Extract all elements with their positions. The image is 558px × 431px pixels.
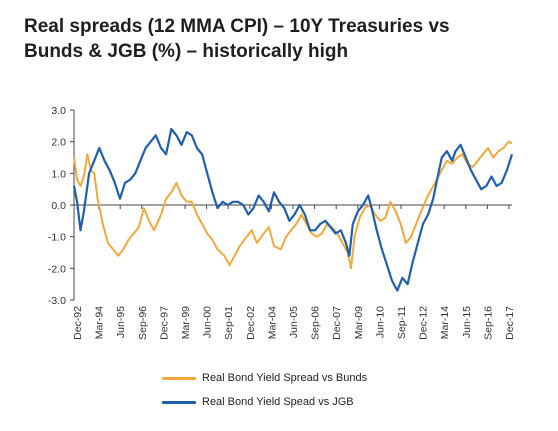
y-tick-label: 1.0 bbox=[51, 168, 66, 180]
series-line-jgb bbox=[72, 127, 514, 292]
x-tick-label: Dec-02 bbox=[245, 306, 257, 340]
x-tick-label: Jun-05 bbox=[288, 306, 300, 338]
y-tick-label: -2.0 bbox=[48, 263, 66, 275]
x-tick-label: Jun-00 bbox=[202, 306, 214, 338]
legend-item-bunds: Real Bond Yield Spread vs Bunds bbox=[162, 368, 367, 388]
chart-title: Real spreads (12 MMA CPI) – 10Y Treasuri… bbox=[24, 14, 544, 64]
x-tick-label: Sep-96 bbox=[137, 306, 149, 340]
x-tick-label: Mar-99 bbox=[180, 306, 192, 339]
y-tick-label: -3.0 bbox=[48, 295, 66, 307]
legend: Real Bond Yield Spread vs Bunds Real Bon… bbox=[162, 368, 367, 416]
legend-label-jgb: Real Bond Yield Spead vs JGB bbox=[202, 396, 354, 408]
chart-title-line-2: Bunds & JGB (%) – historically high bbox=[24, 41, 349, 62]
x-tick-label: Mar-14 bbox=[439, 306, 451, 339]
chart-title-line-1: Real spreads (12 MMA CPI) – 10Y Treasuri… bbox=[24, 16, 450, 37]
x-tick-label: Dec-17 bbox=[504, 306, 516, 340]
x-tick-label: Mar-94 bbox=[94, 306, 106, 339]
y-axis: 3.0 2.0 1.0 0.0 -1.0 -2.0 -3.0 bbox=[48, 105, 75, 307]
x-tick-label: Sep-06 bbox=[310, 306, 322, 340]
x-tick-label: Dec-97 bbox=[158, 306, 170, 340]
x-axis: Dec-92 Mar-94 Jun-95 Sep-96 Dec-97 Mar-99 Jun-… bbox=[72, 204, 516, 340]
y-tick-label: -1.0 bbox=[48, 232, 66, 244]
x-tick-label: Sep-01 bbox=[223, 306, 235, 340]
y-tick-label: 2.0 bbox=[51, 137, 66, 149]
series-layer bbox=[72, 127, 514, 292]
x-tick-label: Dec-07 bbox=[331, 306, 343, 340]
x-tick-label: Jun-15 bbox=[461, 306, 473, 338]
x-tick-label: Mar-09 bbox=[353, 306, 365, 339]
legend-item-jgb: Real Bond Yield Spead vs JGB bbox=[162, 392, 367, 412]
x-tick-label: Sep-16 bbox=[482, 306, 494, 340]
x-tick-label: Dec-92 bbox=[72, 306, 84, 340]
y-tick-label: 0.0 bbox=[51, 200, 66, 212]
x-tick-label: Sep-11 bbox=[396, 306, 408, 339]
x-tick-label: Dec-12 bbox=[418, 306, 430, 340]
series-line-bunds bbox=[73, 140, 513, 270]
x-tick-label: Mar-04 bbox=[266, 306, 278, 339]
y-tick-label: 3.0 bbox=[51, 105, 66, 117]
legend-swatch-jgb bbox=[162, 400, 196, 404]
x-tick-label: Jun-10 bbox=[374, 306, 386, 338]
legend-swatch-bunds bbox=[162, 376, 196, 380]
x-tick-label: Jun-95 bbox=[115, 306, 127, 338]
legend-label-bunds: Real Bond Yield Spread vs Bunds bbox=[202, 372, 368, 384]
